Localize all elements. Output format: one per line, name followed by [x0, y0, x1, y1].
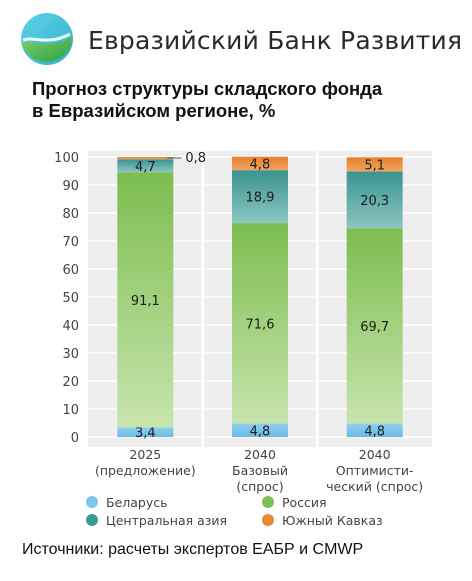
bar-south-caucasus-2: [346, 157, 403, 172]
bar-central-asia-1: [232, 170, 288, 224]
chart-area: 0 10 20 30 40 50 60 70 80 90 100 3,4 91,1 4,7 0,8 2025(…: [0, 140, 472, 540]
y-tick-label-80: 80: [62, 207, 79, 222]
chart-title-line-1: Прогноз структуры складского фонда: [32, 78, 383, 99]
legend-marker-russia: [262, 496, 274, 508]
legend-marker-belarus: [86, 496, 98, 508]
data-label-central-asia-1: 18,9: [246, 191, 275, 206]
legend-label-russia: Россия: [282, 495, 327, 510]
legend-marker-central-asia: [86, 514, 98, 526]
x-category-label-1-2: (спрос): [236, 479, 283, 494]
brand-header: Евразийский Банк Развития: [20, 12, 462, 68]
bar-belarus-0: [117, 427, 174, 437]
data-label-south-caucasus-2: 5,1: [364, 158, 385, 173]
legend-label-south-caucasus: Южный Кавказ: [282, 513, 383, 528]
legend-label-belarus: Беларусь: [106, 495, 168, 510]
data-label-central-asia-2: 20,3: [360, 194, 389, 209]
x-category-label-2-2: ческий (спрос): [326, 479, 423, 494]
x-category-label-1-0: 2040: [244, 447, 276, 462]
x-category-label-2-0: 2040: [359, 447, 391, 462]
data-label-central-asia-0: 4,7: [135, 160, 156, 175]
y-tick-label-90: 90: [62, 179, 79, 194]
data-label-belarus-0: 3,4: [135, 426, 156, 441]
data-label-south-caucasus-1: 4,8: [250, 157, 271, 172]
bar-central-asia-0: [117, 159, 174, 173]
data-label-russia-2: 69,7: [360, 320, 389, 335]
legend-label-central-asia: Центральная азия: [106, 513, 227, 528]
brand-name: Евразийский Банк Развития: [88, 26, 463, 55]
data-label-belarus-1: 4,8: [250, 424, 271, 439]
data-label-russia-0: 91,1: [131, 294, 160, 309]
bar-russia-0: [117, 172, 174, 428]
x-category-label-1-1: Базовый: [232, 463, 288, 478]
y-tick-label-40: 40: [62, 319, 79, 334]
y-tick-label-0: 0: [71, 431, 79, 446]
bar-belarus-2: [346, 423, 403, 437]
chart-title: Прогноз структуры складского фонда в Евр…: [32, 78, 452, 122]
bar-central-asia-2: [346, 171, 403, 229]
y-tick-label-60: 60: [62, 263, 79, 278]
x-category-label-0-0: 2025: [129, 447, 161, 462]
data-label-south-caucasus-0: 0,8: [185, 151, 206, 166]
bar-belarus-1: [232, 423, 288, 437]
x-category-label-2-1: Оптимисти-: [336, 463, 414, 478]
data-label-russia-1: 71,6: [246, 317, 275, 332]
y-tick-label-20: 20: [62, 375, 79, 390]
bar-russia-2: [346, 228, 403, 424]
y-tick-label-30: 30: [62, 347, 79, 362]
y-tick-label-70: 70: [62, 235, 79, 250]
source-note: Источники: расчеты экспертов ЕАБР и CMWP: [22, 541, 364, 558]
bar-south-caucasus-0: [117, 157, 174, 160]
data-label-belarus-2: 4,8: [364, 424, 385, 439]
y-tick-label-100: 100: [54, 151, 79, 166]
eadb-logo-icon: [21, 13, 73, 65]
y-tick-label-10: 10: [62, 403, 79, 418]
bar-russia-1: [232, 223, 288, 424]
bar-south-caucasus-1: [232, 156, 288, 171]
y-tick-label-50: 50: [62, 291, 79, 306]
x-category-label-0-1: (предложение): [95, 463, 196, 478]
chart-title-line-2: в Евразийском регионе, %: [32, 100, 276, 121]
legend-marker-south-caucasus: [262, 514, 274, 526]
stacked-bar-chart: 01020304050607080901003,491,14,70,82025(…: [54, 151, 432, 528]
